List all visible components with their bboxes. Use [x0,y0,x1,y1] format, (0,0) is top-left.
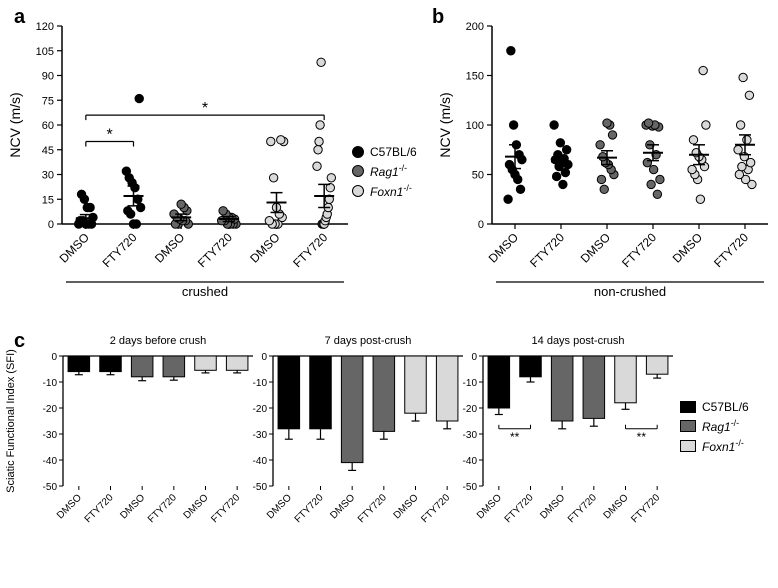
svg-text:50: 50 [472,170,484,182]
legend-swatch [352,165,364,177]
legend-label: Rag1-/- [702,418,739,434]
panel-a-chart: 0153045607590105120NCV (m/s)DMSOFTY720DM… [0,10,410,330]
svg-text:DMSO: DMSO [55,492,84,521]
legend-item: C57BL/6 [680,400,749,414]
svg-text:FTY720: FTY720 [527,230,567,270]
svg-text:-20: -20 [463,404,478,415]
svg-text:FTY720: FTY720 [83,492,116,525]
svg-text:105: 105 [36,46,54,58]
svg-text:FTY720: FTY720 [290,230,330,270]
svg-text:DMSO: DMSO [118,492,147,521]
legend-label: Foxn1-/- [702,438,744,454]
panel-c-chart: Sciatic Functional Index (SFI) 2 days bef… [0,328,778,588]
svg-text:-50: -50 [43,482,58,493]
svg-text:FTY720: FTY720 [419,492,452,525]
svg-text:-50: -50 [463,482,478,493]
svg-text:FTY720: FTY720 [209,492,242,525]
svg-text:FTY720: FTY720 [629,492,662,525]
svg-text:60: 60 [42,120,54,132]
svg-text:NCV (m/s): NCV (m/s) [437,92,453,157]
svg-text:-20: -20 [43,404,58,415]
svg-text:DMSO: DMSO [182,492,211,521]
svg-text:30: 30 [42,170,54,182]
svg-text:**: ** [637,430,647,444]
svg-text:DMSO: DMSO [602,492,631,521]
svg-text:120: 120 [36,21,54,33]
svg-text:0: 0 [51,352,57,363]
figure-root: a b c 0153045607590105120NCV (m/s)DMSOFT… [0,0,778,580]
svg-text:100: 100 [466,120,484,132]
legend-label: Foxn1-/- [370,183,412,199]
legend-swatch [680,440,696,452]
panel-b-chart: 050100150200NCV (m/s)DMSOFTY720DMSOFTY72… [430,10,778,330]
svg-text:*: * [202,100,208,117]
svg-text:Sciatic Functional Index (SFI): Sciatic Functional Index (SFI) [5,349,17,493]
svg-text:-10: -10 [253,378,268,389]
svg-text:non-crushed: non-crushed [594,284,666,299]
svg-text:-30: -30 [253,430,268,441]
svg-text:FTY720: FTY720 [356,492,389,525]
svg-text:0: 0 [48,219,54,231]
svg-text:FTY720: FTY720 [619,230,659,270]
svg-text:FTY720: FTY720 [711,230,751,270]
svg-text:-30: -30 [43,430,58,441]
svg-text:DMSO: DMSO [152,230,187,265]
svg-text:**: ** [510,430,520,444]
svg-text:-40: -40 [43,456,58,467]
legend-swatch [680,401,696,413]
svg-text:7 days post-crush: 7 days post-crush [325,335,412,347]
svg-text:14 days post-crush: 14 days post-crush [532,335,625,347]
svg-text:crushed: crushed [182,284,228,299]
svg-text:DMSO: DMSO [486,230,521,265]
svg-text:FTY720: FTY720 [146,492,179,525]
svg-text:2 days before crush: 2 days before crush [110,335,207,347]
svg-text:NCV (m/s): NCV (m/s) [7,92,23,157]
svg-text:-10: -10 [43,378,58,389]
legend-item: Rag1-/- [680,418,749,434]
svg-text:75: 75 [42,95,54,107]
svg-text:FTY720: FTY720 [195,230,235,270]
legend-item: Rag1-/- [352,163,417,179]
svg-text:DMSO: DMSO [670,230,705,265]
svg-text:DMSO: DMSO [247,230,282,265]
svg-text:DMSO: DMSO [475,492,504,521]
svg-text:DMSO: DMSO [578,230,613,265]
svg-text:FTY720: FTY720 [293,492,326,525]
svg-text:-30: -30 [463,430,478,441]
legend-swatch [352,185,364,197]
legend-swatch [352,146,364,158]
svg-text:90: 90 [42,71,54,83]
svg-text:DMSO: DMSO [538,492,567,521]
svg-text:DMSO: DMSO [265,492,294,521]
legend-label: Rag1-/- [370,163,407,179]
svg-text:-20: -20 [253,404,268,415]
svg-text:-50: -50 [253,482,268,493]
svg-text:*: * [107,127,113,144]
svg-text:-40: -40 [463,456,478,467]
svg-text:150: 150 [466,71,484,83]
svg-text:0: 0 [471,352,477,363]
legend-label: C57BL/6 [370,145,417,159]
svg-text:FTY720: FTY720 [503,492,536,525]
panel-a-legend: C57BL/6 Rag1-/- Foxn1-/- [352,145,417,203]
svg-text:DMSO: DMSO [328,492,357,521]
svg-text:200: 200 [466,21,484,33]
svg-text:-40: -40 [253,456,268,467]
svg-text:DMSO: DMSO [57,230,92,265]
panel-c-legend: C57BL/6 Rag1-/- Foxn1-/- [680,400,749,458]
svg-text:-10: -10 [463,378,478,389]
svg-text:15: 15 [42,194,54,206]
legend-item: Foxn1-/- [352,183,417,199]
legend-item: Foxn1-/- [680,438,749,454]
svg-text:DMSO: DMSO [392,492,421,521]
svg-text:FTY720: FTY720 [566,492,599,525]
svg-text:0: 0 [478,219,484,231]
legend-swatch [680,420,696,432]
legend-label: C57BL/6 [702,400,749,414]
svg-text:45: 45 [42,145,54,157]
legend-item: C57BL/6 [352,145,417,159]
svg-text:FTY720: FTY720 [100,230,140,270]
svg-text:0: 0 [261,352,267,363]
